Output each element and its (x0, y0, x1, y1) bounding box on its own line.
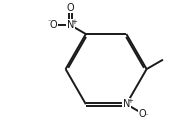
Text: N: N (67, 20, 74, 30)
Text: ⁻: ⁻ (145, 113, 149, 119)
Text: +: + (72, 19, 77, 25)
Text: O: O (67, 3, 74, 13)
Text: O: O (139, 109, 147, 119)
Text: +: + (127, 98, 133, 104)
Text: N: N (123, 99, 130, 109)
Text: ⁻: ⁻ (47, 19, 51, 25)
Text: O: O (49, 20, 57, 30)
